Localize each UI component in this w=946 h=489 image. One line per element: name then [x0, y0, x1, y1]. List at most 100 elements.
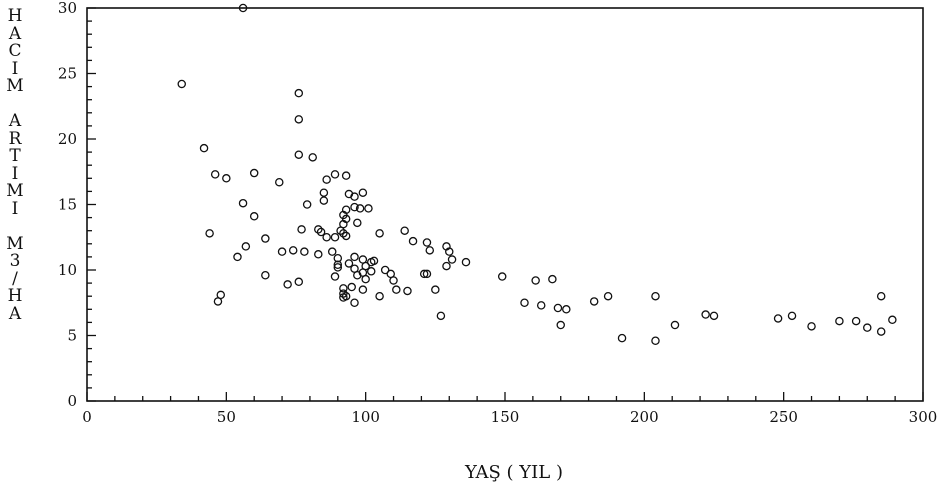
data-point: [531, 276, 540, 285]
data-point: [319, 188, 329, 197]
y-tick-label: 0: [67, 392, 77, 410]
data-point: [277, 247, 287, 256]
y-tick-label: 20: [58, 130, 77, 148]
data-point: [773, 314, 783, 323]
data-point: [364, 204, 373, 213]
data-point: [238, 198, 248, 208]
data-point: [651, 336, 660, 345]
y-tick-label: 10: [58, 261, 77, 279]
data-point: [400, 226, 409, 235]
y-axis-label-char: H: [7, 286, 23, 306]
data-point: [213, 297, 223, 306]
data-point: [233, 252, 242, 262]
y-axis-label-char: A: [8, 111, 22, 131]
x-tick-label: 0: [82, 408, 92, 426]
data-point: [709, 311, 719, 321]
y-axis-label-char: I: [11, 163, 19, 184]
data-point: [431, 285, 440, 294]
data-point: [553, 303, 563, 313]
data-point: [447, 255, 457, 264]
data-point: [589, 297, 599, 306]
data-point: [294, 150, 304, 159]
data-point: [333, 263, 343, 272]
data-point: [210, 170, 220, 179]
data-point: [249, 212, 259, 221]
y-axis-label-char: A: [8, 303, 22, 324]
y-axis: 0 5 10 15 20 25 30: [58, 0, 96, 410]
data-point: [375, 291, 384, 301]
data-point: [369, 256, 379, 266]
data-point: [422, 238, 432, 247]
y-axis-label-char: A: [8, 23, 22, 44]
data-point: [807, 322, 816, 331]
data-point: [536, 301, 546, 310]
data-point: [322, 175, 331, 184]
data-point: [562, 305, 571, 314]
data-point: [241, 242, 251, 251]
data-point: [355, 204, 365, 213]
data-point: [294, 88, 304, 98]
data-point: [361, 274, 370, 284]
data-point: [358, 188, 368, 197]
data-point: [330, 272, 340, 281]
y-axis-label-char: I: [11, 198, 19, 219]
plot-frame: [86, 7, 924, 402]
y-tick-label: 25: [58, 65, 77, 83]
data-point: [548, 274, 557, 284]
data-point: [316, 227, 326, 237]
data-point: [283, 280, 292, 289]
data-point: [835, 316, 844, 326]
data-point: [863, 323, 872, 332]
data-point: [701, 310, 710, 319]
data-point: [389, 276, 398, 285]
data-point: [330, 232, 340, 242]
data-point: [497, 272, 507, 281]
y-axis-label-char: H: [7, 6, 23, 26]
data-point: [238, 3, 248, 13]
data-point: [419, 269, 429, 279]
data-point: [350, 202, 359, 212]
data-point: [375, 229, 384, 238]
y-tick-label: 15: [58, 196, 77, 214]
y-axis-label-char: M: [6, 76, 24, 96]
data-point: [436, 311, 446, 321]
data-point: [336, 226, 345, 235]
y-axis-label-char: M: [6, 181, 24, 201]
data-point: [314, 250, 323, 259]
data-point: [341, 231, 351, 241]
data-point: [617, 333, 627, 343]
y-axis-label-char: R: [8, 128, 22, 149]
data-point: [380, 265, 390, 275]
data-point: [350, 192, 359, 201]
y-axis-label-char: /: [12, 268, 18, 289]
data-point: [339, 284, 348, 293]
y-axis-label-char: 3: [9, 251, 21, 271]
data-point: [344, 259, 354, 268]
data-point: [442, 261, 451, 271]
x-tick-label: 300: [909, 408, 938, 426]
y-axis-label-char: T: [9, 146, 21, 166]
data-point: [339, 229, 348, 238]
data-point: [876, 291, 886, 301]
data-point: [261, 234, 270, 243]
data-point: [205, 229, 214, 238]
data-point: [327, 247, 337, 256]
data-point: [851, 316, 861, 326]
y-axis-label-char: M: [6, 233, 24, 254]
data-point: [330, 170, 340, 179]
y-tick-label: 30: [58, 0, 77, 17]
x-axis: 0 50 100 150 200 250 300: [82, 392, 937, 426]
data-point: [888, 315, 897, 325]
data-point: [876, 327, 886, 336]
data-point: [199, 143, 209, 153]
data-point: [322, 232, 331, 242]
y-axis-label-char: C: [8, 41, 22, 61]
data-point: [403, 286, 412, 296]
data-point: [177, 79, 186, 89]
data-point: [288, 246, 298, 255]
data-point: [339, 289, 348, 298]
data-point: [422, 269, 432, 279]
x-tick-label: 150: [491, 408, 520, 426]
data-point: [445, 247, 454, 256]
